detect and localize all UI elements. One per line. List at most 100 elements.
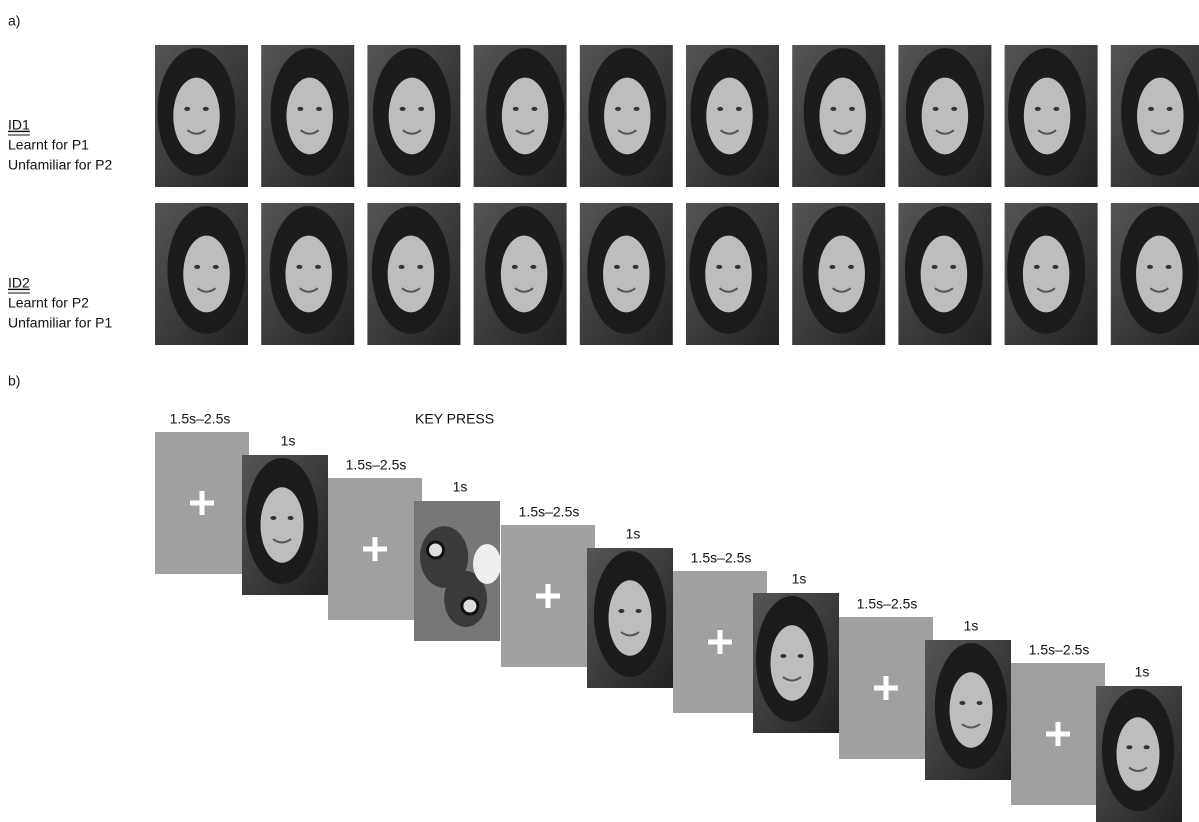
face [920, 235, 968, 313]
eye [417, 264, 424, 269]
photo [1110, 45, 1199, 187]
face [286, 77, 333, 155]
mouth [1150, 129, 1170, 135]
eye [315, 264, 321, 269]
eye [632, 264, 639, 269]
face [603, 235, 650, 313]
fixation-screen [839, 617, 933, 759]
face [260, 487, 304, 563]
fixation-duration: 1.5s–2.5s [691, 550, 752, 566]
face [706, 77, 753, 155]
fixation-screen [328, 478, 422, 620]
face [1116, 717, 1160, 791]
key-press-label: KEY PRESS [415, 411, 494, 427]
eye [1034, 106, 1041, 111]
fixation-screen [673, 571, 767, 713]
eye [1165, 264, 1172, 269]
photo [155, 203, 248, 345]
cross [883, 676, 889, 700]
photo [367, 45, 461, 187]
cross [717, 630, 723, 654]
eye [614, 264, 620, 269]
eye [780, 654, 787, 658]
eye [849, 106, 855, 111]
photo [155, 45, 248, 187]
fixation-duration: 1.5s–2.5s [170, 411, 231, 427]
eye [296, 264, 303, 269]
eye [1053, 106, 1060, 111]
photo [242, 455, 328, 595]
mouth [620, 631, 640, 637]
eye [951, 106, 958, 111]
photo [1004, 45, 1098, 187]
eye [530, 264, 537, 269]
cross [1055, 722, 1061, 746]
mouth [616, 287, 636, 293]
eye [1143, 745, 1150, 750]
eye [287, 516, 294, 520]
eye [202, 106, 209, 111]
eye [399, 106, 406, 111]
face [1136, 235, 1183, 313]
face [388, 77, 436, 155]
row-description: Learnt for P2 [8, 295, 89, 311]
cross [545, 584, 551, 608]
face [173, 77, 220, 155]
photo [367, 203, 461, 345]
eye [270, 516, 277, 520]
mouth [1036, 287, 1056, 293]
eyespot [426, 540, 445, 560]
photo [473, 45, 567, 187]
row-description: Unfamiliar for P1 [8, 315, 112, 331]
row-id: ID1 [8, 117, 30, 133]
photo [792, 203, 886, 345]
mouth [617, 129, 637, 135]
photo [686, 45, 779, 187]
photo [473, 203, 567, 345]
eye [184, 106, 191, 111]
mouth [514, 287, 534, 293]
eye [1166, 106, 1173, 111]
fixation-screen [501, 525, 595, 667]
fixation-duration: 1.5s–2.5s [857, 596, 918, 612]
mouth [186, 129, 207, 135]
mouth [402, 129, 422, 135]
flower [473, 544, 502, 584]
photo [587, 548, 673, 688]
stimulus-duration: 1s [792, 571, 807, 587]
eye [1126, 745, 1133, 750]
photo [686, 203, 779, 345]
mouth [299, 287, 319, 293]
eye [959, 701, 966, 705]
eye [316, 106, 322, 111]
mouth [272, 538, 292, 544]
stimulus-duration: 1s [1135, 664, 1150, 680]
fixation-screen [1011, 663, 1105, 805]
eye [633, 106, 640, 111]
mouth [782, 676, 802, 682]
eye [735, 106, 742, 111]
mouth [196, 287, 217, 293]
photo [1004, 203, 1098, 345]
face [1022, 235, 1070, 313]
photo [792, 45, 886, 187]
eye [194, 264, 201, 269]
mouth [300, 129, 320, 135]
eye [618, 609, 625, 613]
eye [717, 106, 724, 111]
eyespot [460, 596, 480, 616]
eye [797, 654, 804, 658]
mouth [832, 287, 852, 293]
face [285, 235, 332, 313]
eye [297, 106, 304, 111]
mouth [1037, 129, 1057, 135]
photo [261, 45, 355, 187]
photo [1096, 686, 1182, 822]
cross [372, 537, 378, 561]
photo [579, 45, 673, 187]
eye [1148, 106, 1154, 111]
cross [199, 491, 205, 515]
face [819, 77, 866, 155]
mouth [401, 287, 421, 293]
